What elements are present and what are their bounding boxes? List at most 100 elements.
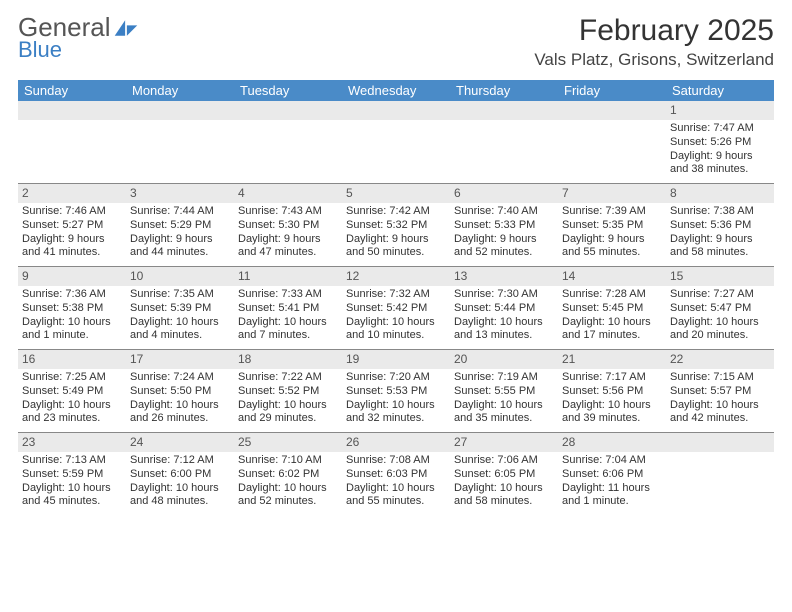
day-cell: 25 Sunrise: 7:10 AMSunset: 6:02 PMDayligh…: [234, 433, 342, 515]
day-number: 26: [342, 433, 450, 452]
sunset-line: Sunset: 6:03 PM: [346, 468, 446, 482]
day-info: Sunrise: 7:06 AMSunset: 6:05 PMDaylight:…: [454, 454, 554, 509]
daylight-line: and 35 minutes.: [454, 412, 554, 426]
sunset-line: Sunset: 5:26 PM: [670, 136, 770, 150]
daylight-line: and 7 minutes.: [238, 329, 338, 343]
daylight-line: and 4 minutes.: [130, 329, 230, 343]
day-number: 7: [558, 184, 666, 203]
day-info: Sunrise: 7:24 AMSunset: 5:50 PMDaylight:…: [130, 371, 230, 426]
day-cell: 3 Sunrise: 7:44 AMSunset: 5:29 PMDaylight…: [126, 184, 234, 267]
day-cell: 10Sunrise: 7:35 AMSunset: 5:39 PMDayligh…: [126, 267, 234, 350]
logo-sail-icon: [113, 18, 139, 38]
sunset-line: Sunset: 5:53 PM: [346, 385, 446, 399]
day-cell: 21Sunrise: 7:17 AMSunset: 5:56 PMDayligh…: [558, 350, 666, 433]
calendar-body: 1Sunrise: 7:47 AMSunset: 5:26 PMDaylight…: [18, 101, 774, 515]
sunset-line: Sunset: 5:39 PM: [130, 302, 230, 316]
sunset-line: Sunset: 5:47 PM: [670, 302, 770, 316]
daylight-line: Daylight: 9 hours: [454, 233, 554, 247]
daylight-line: and 13 minutes.: [454, 329, 554, 343]
daylight-line: and 58 minutes.: [670, 246, 770, 260]
sunrise-line: Sunrise: 7:15 AM: [670, 371, 770, 385]
day-number: 1: [666, 101, 774, 120]
day-number: 25: [234, 433, 342, 452]
logo: General Blue: [18, 14, 139, 61]
sunset-line: Sunset: 5:59 PM: [22, 468, 122, 482]
sunrise-line: Sunrise: 7:20 AM: [346, 371, 446, 385]
day-cell: 12Sunrise: 7:32 AMSunset: 5:42 PMDayligh…: [342, 267, 450, 350]
day-info: Sunrise: 7:15 AMSunset: 5:57 PMDaylight:…: [670, 371, 770, 426]
sunset-line: Sunset: 5:36 PM: [670, 219, 770, 233]
sunset-line: Sunset: 6:00 PM: [130, 468, 230, 482]
weekday-header: Tuesday: [234, 80, 342, 101]
day-info: Sunrise: 7:40 AMSunset: 5:33 PMDaylight:…: [454, 205, 554, 260]
daylight-line: Daylight: 9 hours: [130, 233, 230, 247]
sunrise-line: Sunrise: 7:12 AM: [130, 454, 230, 468]
sunrise-line: Sunrise: 7:42 AM: [346, 205, 446, 219]
daylight-line: Daylight: 9 hours: [238, 233, 338, 247]
day-number: 2: [18, 184, 126, 203]
day-info: Sunrise: 7:44 AMSunset: 5:29 PMDaylight:…: [130, 205, 230, 260]
sunrise-line: Sunrise: 7:13 AM: [22, 454, 122, 468]
sunrise-line: Sunrise: 7:10 AM: [238, 454, 338, 468]
day-number: 5: [342, 184, 450, 203]
day-number: 17: [126, 350, 234, 369]
daylight-line: and 50 minutes.: [346, 246, 446, 260]
daylight-line: Daylight: 10 hours: [238, 482, 338, 496]
day-cell: 5Sunrise: 7:42 AMSunset: 5:32 PMDaylight…: [342, 184, 450, 267]
sunrise-line: Sunrise: 7:39 AM: [562, 205, 662, 219]
day-info: Sunrise: 7:27 AMSunset: 5:47 PMDaylight:…: [670, 288, 770, 343]
sunrise-line: Sunrise: 7:38 AM: [670, 205, 770, 219]
day-info: Sunrise: 7:30 AMSunset: 5:44 PMDaylight:…: [454, 288, 554, 343]
week-row: 23Sunrise: 7:13 AMSunset: 5:59 PMDayligh…: [18, 433, 774, 515]
sunrise-line: Sunrise: 7:25 AM: [22, 371, 122, 385]
daylight-line: Daylight: 11 hours: [562, 482, 662, 496]
daylight-line: and 26 minutes.: [130, 412, 230, 426]
day-cell: 7Sunrise: 7:39 AMSunset: 5:35 PMDaylight…: [558, 184, 666, 267]
sunset-line: Sunset: 5:29 PM: [130, 219, 230, 233]
logo-text-block: General Blue: [18, 14, 111, 61]
sunset-line: Sunset: 5:55 PM: [454, 385, 554, 399]
daylight-line: Daylight: 10 hours: [238, 399, 338, 413]
week-row: 9 Sunrise: 7:36 AMSunset: 5:38 PMDaylight…: [18, 267, 774, 350]
daylight-line: and 17 minutes.: [562, 329, 662, 343]
logo-word2: Blue: [18, 39, 111, 61]
day-cell: [18, 101, 126, 184]
sunrise-line: Sunrise: 7:19 AM: [454, 371, 554, 385]
day-info: Sunrise: 7:38 AMSunset: 5:36 PMDaylight:…: [670, 205, 770, 260]
day-number: 19: [342, 350, 450, 369]
day-number: 28: [558, 433, 666, 452]
day-cell: 27Sunrise: 7:06 AMSunset: 6:05 PMDayligh…: [450, 433, 558, 515]
sunrise-line: Sunrise: 7:40 AM: [454, 205, 554, 219]
day-number: 8: [666, 184, 774, 203]
day-info: Sunrise: 7:36 AMSunset: 5:38 PMDaylight:…: [22, 288, 122, 343]
day-number: 9: [18, 267, 126, 286]
day-info: Sunrise: 7:32 AMSunset: 5:42 PMDaylight:…: [346, 288, 446, 343]
sunset-line: Sunset: 5:50 PM: [130, 385, 230, 399]
sunset-line: Sunset: 5:38 PM: [22, 302, 122, 316]
day-info: Sunrise: 7:10 AMSunset: 6:02 PMDaylight:…: [238, 454, 338, 509]
day-number: 3: [126, 184, 234, 203]
day-cell: 24Sunrise: 7:12 AMSunset: 6:00 PMDayligh…: [126, 433, 234, 515]
sunset-line: Sunset: 5:32 PM: [346, 219, 446, 233]
sunset-line: Sunset: 5:49 PM: [22, 385, 122, 399]
day-cell: 9 Sunrise: 7:36 AMSunset: 5:38 PMDaylight…: [18, 267, 126, 350]
day-cell: 20Sunrise: 7:19 AMSunset: 5:55 PMDayligh…: [450, 350, 558, 433]
day-info: Sunrise: 7:22 AMSunset: 5:52 PMDaylight:…: [238, 371, 338, 426]
day-info: Sunrise: 7:35 AMSunset: 5:39 PMDaylight:…: [130, 288, 230, 343]
week-row: 1Sunrise: 7:47 AMSunset: 5:26 PMDaylight…: [18, 101, 774, 184]
day-cell: 6Sunrise: 7:40 AMSunset: 5:33 PMDaylight…: [450, 184, 558, 267]
day-cell: 18Sunrise: 7:22 AMSunset: 5:52 PMDayligh…: [234, 350, 342, 433]
day-cell: [126, 101, 234, 184]
daylight-line: Daylight: 10 hours: [670, 399, 770, 413]
weekday-header: Friday: [558, 80, 666, 101]
sunrise-line: Sunrise: 7:44 AM: [130, 205, 230, 219]
sunrise-line: Sunrise: 7:28 AM: [562, 288, 662, 302]
sunset-line: Sunset: 5:45 PM: [562, 302, 662, 316]
weekday-header-row: Sunday Monday Tuesday Wednesday Thursday…: [18, 80, 774, 101]
daylight-line: and 58 minutes.: [454, 495, 554, 509]
day-cell: 17 Sunrise: 7:24 AMSunset: 5:50 PMDayligh…: [126, 350, 234, 433]
daylight-line: and 32 minutes.: [346, 412, 446, 426]
day-cell: 28Sunrise: 7:04 AMSunset: 6:06 PMDayligh…: [558, 433, 666, 515]
calendar-table: Sunday Monday Tuesday Wednesday Thursday…: [18, 80, 774, 515]
daylight-line: and 52 minutes.: [454, 246, 554, 260]
